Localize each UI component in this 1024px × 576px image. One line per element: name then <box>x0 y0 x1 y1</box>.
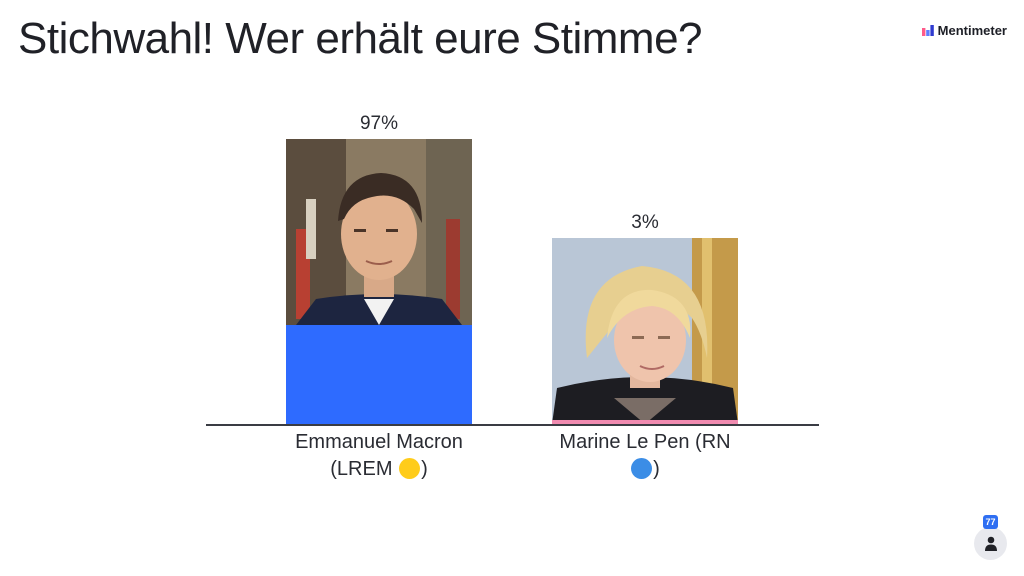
bar-fill-macron <box>286 325 472 424</box>
mentimeter-brand: Mentimeter <box>921 23 1007 38</box>
slide-title: Stichwahl! Wer erhält eure Stimme? <box>18 14 703 63</box>
bar-macron <box>286 139 472 424</box>
value-label-macron: 97% <box>359 113 399 134</box>
category-label-le-pen-line1: Marine Le Pen (RN <box>559 431 731 453</box>
blue-circle-icon <box>631 458 653 479</box>
value-label-le-pen: 3% <box>631 212 659 233</box>
brand-name: Mentimeter <box>937 23 1007 38</box>
participant-count-badge: 77 <box>983 515 998 529</box>
category-label-macron-line1: Emmanuel Macron <box>295 431 463 453</box>
bar-le-pen <box>552 238 738 424</box>
category-label-macron: Emmanuel Macron (LREM ) <box>269 429 489 483</box>
yellow-circle-icon <box>399 458 421 479</box>
participant-counter[interactable] <box>974 527 1007 560</box>
category-label-le-pen-line2-end: ) <box>653 458 660 480</box>
mentimeter-logo-icon <box>921 25 934 36</box>
chart-baseline <box>206 424 819 426</box>
person-icon <box>984 536 997 551</box>
candidate-photo-macron <box>286 139 472 325</box>
category-label-macron-line2-end: ) <box>421 458 428 480</box>
category-label-macron-line2: (LREM <box>330 458 399 480</box>
bar-fill-le-pen <box>552 420 738 424</box>
category-label-le-pen: Marine Le Pen (RN ) <box>535 429 755 483</box>
candidate-photo-le-pen <box>552 238 738 424</box>
